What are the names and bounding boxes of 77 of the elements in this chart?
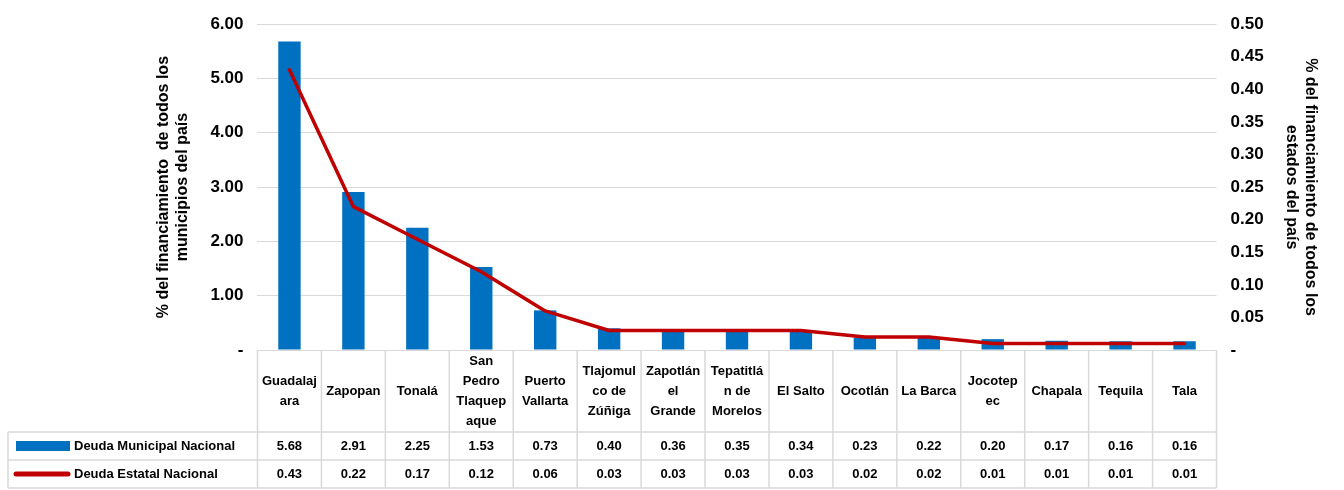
x-tick-label: Tepatitlán de Morelos [710, 362, 765, 418]
y2-tick-label: - [1230, 339, 1237, 359]
x-tick-label: Tlajomulco de Zúñiga [582, 362, 636, 418]
x-tick-label: Tala [1172, 382, 1198, 398]
data-label: 0.16 [1107, 437, 1134, 453]
data-label: 0.36 [660, 437, 686, 453]
y2-tick-label: 0.40 [1230, 79, 1264, 99]
y-tick-label: 6.00 [210, 13, 244, 33]
data-label: 0.06 [532, 465, 558, 481]
y-tick-label: 3.00 [210, 176, 244, 196]
data-label: 0.17 [1044, 437, 1070, 453]
data-label: 0.02 [916, 465, 942, 481]
data-label: 0.22 [916, 437, 942, 453]
x-tick-label: Guadalajara [261, 372, 317, 408]
y2-axis-title: % del financiamiento de todos los estados del país [1283, 58, 1320, 317]
bar [278, 41, 301, 350]
data-label: 0.20 [980, 437, 1006, 453]
y2-tick-label: 0.15 [1230, 241, 1264, 261]
data-label: 0.40 [596, 437, 622, 453]
data-label: 0.35 [724, 437, 750, 453]
x-tick-label: Tonalá [396, 382, 439, 398]
data-label: 0.12 [468, 465, 494, 481]
x-tick-label: La Barca [901, 382, 958, 398]
x-tick-label: Zapotlán el Grande [645, 362, 701, 418]
data-label: 0.03 [660, 465, 686, 481]
y2-tick-label: 0.25 [1230, 176, 1264, 196]
bar [661, 330, 685, 350]
data-label: 0.16 [1171, 437, 1198, 453]
y2-tick-label: 0.35 [1230, 111, 1264, 131]
x-tick-label: El Salto [777, 382, 825, 398]
x-tick-label: Puerto Vallarta [522, 372, 570, 408]
data-label: 0.43 [276, 465, 303, 481]
data-label: 2.25 [404, 437, 430, 453]
y-tick-label: 5.00 [210, 68, 244, 88]
y2-tick-label: 0.05 [1230, 307, 1264, 327]
x-tick-label: San Pedro Tlaquepaque [456, 352, 507, 428]
data-label: 0.01 [980, 465, 1006, 481]
bar [917, 338, 940, 350]
data-label: 0.03 [596, 465, 622, 481]
bar [342, 191, 365, 350]
bar [534, 310, 557, 350]
bar [789, 331, 813, 350]
data-label: 5.68 [276, 437, 303, 453]
y2-tick-label: 0.10 [1230, 274, 1264, 294]
y-axis-title: % del financiamiento de todos los municipios del país [154, 55, 191, 319]
data-label: 0.01 [1171, 465, 1198, 481]
x-tick-label: Chapala [1031, 382, 1083, 398]
y-tick-label: 2.00 [210, 231, 244, 251]
data-label: 0.02 [852, 465, 878, 481]
data-label: 0.03 [788, 465, 814, 481]
data-label: 0.01 [1044, 465, 1070, 481]
y-tick-label: - [237, 339, 244, 359]
legend-label: Deuda Estatal Nacional [74, 465, 218, 481]
bar [853, 337, 877, 350]
data-label: 1.53 [468, 437, 494, 453]
bar [470, 266, 493, 350]
x-tick-label: Tequila [1098, 382, 1144, 398]
data-label: 0.34 [788, 437, 815, 453]
data-label: 0.01 [1107, 465, 1134, 481]
x-tick-label: Jocotepec [967, 372, 1018, 408]
x-tick-label: Zapopan [326, 382, 381, 398]
bar [406, 227, 429, 350]
bar [725, 331, 749, 350]
data-label: 0.03 [724, 465, 750, 481]
data-label: 0.22 [340, 465, 367, 481]
data-label: 0.73 [532, 437, 558, 453]
data-label: 0.17 [404, 465, 430, 481]
data-label: 2.91 [340, 437, 367, 453]
y2-tick-label: 0.20 [1230, 209, 1264, 229]
y-tick-label: 1.00 [210, 285, 244, 305]
y2-tick-label: 0.30 [1230, 144, 1264, 164]
data-label: 0.23 [852, 437, 878, 453]
y2-tick-label: 0.50 [1230, 13, 1264, 33]
y2-tick-label: 0.45 [1230, 46, 1264, 66]
x-tick-label: Ocotlán [840, 382, 890, 398]
y-tick-label: 4.00 [210, 122, 244, 142]
legend-label: Deuda Municipal Nacional [74, 437, 236, 453]
